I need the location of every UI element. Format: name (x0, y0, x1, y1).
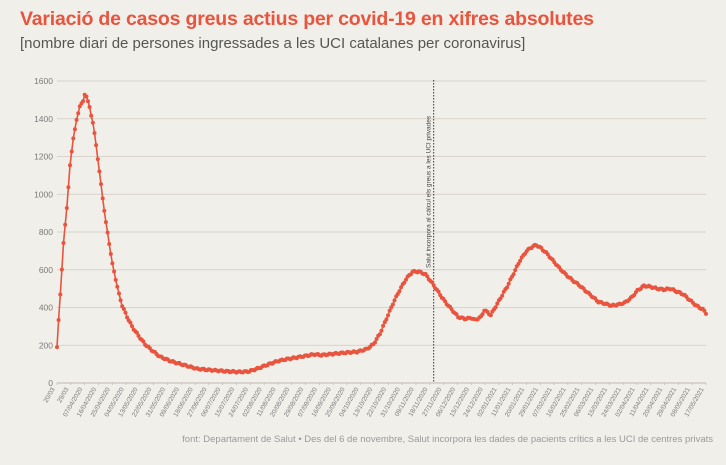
y-tick-label: 600 (39, 265, 53, 275)
data-point (99, 182, 103, 187)
y-tick-label: 800 (39, 227, 53, 237)
x-tick-label: 20/03 (43, 386, 57, 404)
data-point (402, 280, 407, 285)
y-tick-label: 0 (48, 378, 53, 388)
data-point (390, 302, 395, 307)
data-point (443, 299, 448, 304)
data-point (58, 292, 63, 297)
data-point (63, 222, 68, 227)
data-point (110, 261, 115, 266)
data-point (377, 332, 382, 337)
data-point (384, 317, 389, 322)
data-point (86, 99, 90, 104)
data-point (59, 267, 64, 272)
data-point (56, 318, 61, 322)
data-point (704, 311, 708, 316)
data-point (105, 230, 110, 235)
data-point (379, 328, 384, 333)
data-point (488, 313, 493, 318)
data-point (117, 291, 121, 296)
chart-title: Variació de casos greus actius per covid… (20, 8, 594, 30)
data-point (72, 127, 77, 132)
data-point (118, 298, 123, 303)
data-point (74, 117, 79, 122)
data-point (513, 268, 518, 273)
data-point (397, 289, 402, 294)
data-point (493, 305, 498, 310)
y-axis: 0 200 400 600 800 1000 1200 1400 1600 (34, 76, 53, 388)
data-point (107, 242, 112, 246)
data-point (702, 308, 707, 313)
data-point (495, 301, 500, 306)
data-point (102, 208, 107, 213)
annotation: Salut incorpora al càlcul els greus a le… (426, 80, 435, 383)
data-point (436, 289, 441, 294)
data-point (386, 313, 390, 318)
source-note: font: Departament de Salut • Des del 6 d… (182, 434, 713, 445)
data-point (123, 310, 128, 315)
data-point (68, 163, 72, 168)
data-series (55, 92, 708, 375)
data-point (373, 340, 377, 345)
data-point (61, 241, 66, 245)
data-point (115, 284, 120, 289)
data-point (134, 330, 139, 335)
data-point (545, 252, 550, 257)
data-point (381, 323, 386, 328)
data-point (64, 206, 69, 210)
data-point (94, 143, 99, 148)
data-point (130, 324, 134, 329)
data-point (97, 169, 102, 174)
y-tick-label: 1200 (34, 152, 53, 162)
data-point (92, 131, 97, 136)
data-point (505, 285, 510, 290)
data-point (518, 258, 523, 263)
data-point (112, 269, 117, 274)
data-point (374, 337, 379, 341)
y-tick-label: 1600 (34, 76, 53, 86)
data-point (66, 185, 71, 190)
data-point (387, 308, 392, 313)
data-point (90, 120, 95, 125)
data-point (77, 104, 82, 109)
data-point (511, 272, 516, 277)
annotation-label: Salut incorpora al càlcul els greus a le… (426, 115, 433, 268)
data-point (392, 298, 397, 303)
y-tick-label: 1400 (34, 114, 53, 124)
data-point (480, 312, 485, 317)
data-point (76, 111, 81, 116)
chart-subtitle: [nombre diari de persones ingressades a … (20, 35, 526, 52)
y-tick-label: 400 (39, 303, 53, 313)
data-point (71, 136, 76, 141)
data-point (404, 277, 408, 282)
data-point (141, 339, 146, 344)
data-point (430, 280, 435, 285)
data-point (113, 277, 118, 282)
data-point (125, 315, 130, 320)
data-point (128, 320, 133, 325)
data-point (87, 105, 92, 109)
data-point (500, 293, 505, 298)
data-point (399, 285, 404, 290)
data-point (69, 149, 74, 154)
data-point (95, 157, 100, 162)
y-tick-label: 1000 (34, 189, 53, 199)
data-point (55, 345, 59, 350)
data-point (84, 94, 89, 99)
data-point (103, 220, 108, 225)
data-point (516, 261, 521, 266)
data-point (89, 113, 94, 118)
data-point (506, 281, 511, 286)
data-point (100, 196, 105, 201)
chart-grid (57, 80, 706, 384)
x-axis: 20/03 29/0307/04/202016/04/202025/04/2020… (43, 382, 707, 418)
data-point (431, 283, 436, 288)
data-point (425, 274, 430, 279)
data-point (121, 307, 126, 311)
y-tick-label: 200 (39, 340, 53, 350)
data-point (81, 99, 86, 104)
data-point (108, 252, 113, 256)
